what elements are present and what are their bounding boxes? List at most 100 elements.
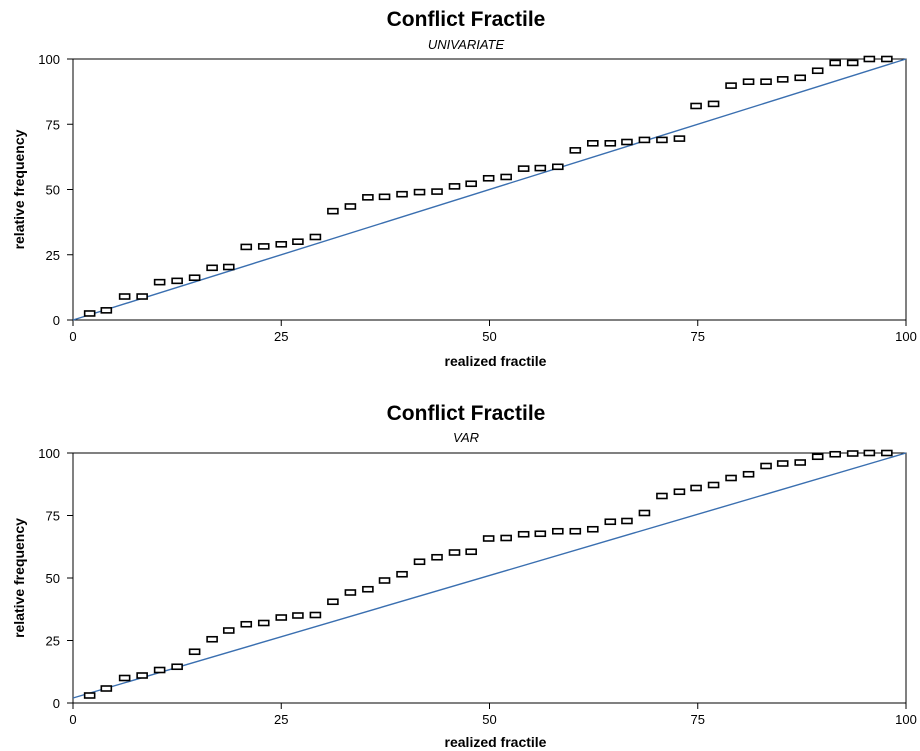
data-point <box>500 173 512 181</box>
data-point <box>465 548 477 556</box>
data-point <box>604 140 617 147</box>
x-tick-label: 75 <box>691 329 705 344</box>
y-tick-label: 50 <box>46 183 60 198</box>
data-point <box>206 635 218 643</box>
chart-title: Conflict Fractile <box>387 402 546 425</box>
x-tick-label: 75 <box>691 712 705 727</box>
data-point <box>776 76 789 83</box>
data-point <box>690 484 702 492</box>
x-tick-label: 0 <box>69 712 76 727</box>
data-point <box>188 648 201 656</box>
x-tick-label: 50 <box>482 329 496 344</box>
data-point <box>309 233 322 241</box>
data-point <box>136 672 148 679</box>
x-tick-label: 100 <box>895 329 917 344</box>
reference-line <box>72 452 907 699</box>
data-point <box>811 453 824 461</box>
data-point <box>846 59 859 67</box>
data-point <box>638 136 651 144</box>
x-tick-label: 25 <box>274 712 288 727</box>
data-point <box>136 293 148 300</box>
reference-line <box>72 58 907 321</box>
data-point <box>431 188 443 195</box>
data-point <box>586 140 599 147</box>
data-point <box>829 59 841 67</box>
plot-frame <box>72 452 907 704</box>
data-point <box>656 136 668 144</box>
chart-subtitle: UNIVARIATE <box>428 37 505 52</box>
data-point <box>881 449 893 457</box>
data-point <box>344 203 357 210</box>
y-axis-label: relative frequency <box>11 518 27 638</box>
data-point <box>517 530 530 538</box>
x-tick-label: 0 <box>69 329 76 344</box>
data-point <box>153 666 166 674</box>
data-point <box>100 307 113 314</box>
data-point <box>206 264 218 272</box>
data-point <box>586 525 599 533</box>
data-point <box>656 492 668 500</box>
x-axis-label: realized fractile <box>445 734 547 750</box>
x-tick-label: 50 <box>482 712 496 727</box>
data-point <box>534 530 547 538</box>
data-point <box>482 535 495 542</box>
y-axis-label: relative frequency <box>11 129 27 249</box>
data-point <box>707 100 720 108</box>
data-point <box>292 238 304 245</box>
data-point <box>378 193 391 201</box>
data-point <box>569 527 582 535</box>
data-point <box>118 674 131 682</box>
x-axis-label: realized fractile <box>445 353 547 369</box>
data-point <box>673 135 686 142</box>
chart-title: Conflict Fractile <box>387 8 546 31</box>
y-tick-label: 0 <box>53 313 60 328</box>
data-point <box>829 450 841 458</box>
data-point <box>275 614 288 621</box>
data-point <box>725 474 737 482</box>
data-point <box>396 570 408 578</box>
y-tick-label: 75 <box>46 509 60 524</box>
data-point <box>673 488 686 496</box>
data-point <box>638 509 651 517</box>
data-point <box>257 619 270 627</box>
data-point <box>171 277 183 285</box>
data-point <box>863 55 876 63</box>
data-point <box>448 183 461 190</box>
data-point <box>760 78 772 86</box>
data-point <box>690 102 702 110</box>
data-point <box>794 459 807 466</box>
data-point <box>240 620 253 628</box>
data-point <box>760 462 772 470</box>
data-point <box>413 558 426 566</box>
data-point <box>500 534 512 542</box>
data-point <box>118 293 131 300</box>
data-point <box>413 188 426 196</box>
data-point <box>222 627 235 634</box>
data-point <box>621 517 633 525</box>
data-point <box>794 74 807 82</box>
data-point <box>776 460 789 467</box>
data-point <box>863 449 876 457</box>
data-point <box>552 527 564 535</box>
data-point <box>188 274 201 282</box>
data-point <box>327 598 339 606</box>
data-point <box>569 147 582 154</box>
data-point <box>362 585 374 593</box>
data-point <box>725 82 737 89</box>
univariate-panel: Conflict Fractile UNIVARIATE 0 25 50 75 100 0 25… <box>11 8 917 369</box>
y-tick-label: 100 <box>38 52 60 67</box>
y-tick-label: 0 <box>53 696 60 711</box>
data-point <box>431 553 443 561</box>
var-panel: Conflict Fractile VAR 0 25 50 75 100 0 25 50 75 100… <box>11 402 917 750</box>
chart-subtitle: VAR <box>453 430 479 445</box>
x-tick-label: 25 <box>274 329 288 344</box>
data-point <box>222 263 235 271</box>
data-point <box>292 612 304 619</box>
data-point <box>552 163 564 171</box>
x-tick-label: 100 <box>895 712 917 727</box>
data-point <box>534 164 547 172</box>
data-point <box>344 589 357 596</box>
data-point <box>153 278 166 286</box>
